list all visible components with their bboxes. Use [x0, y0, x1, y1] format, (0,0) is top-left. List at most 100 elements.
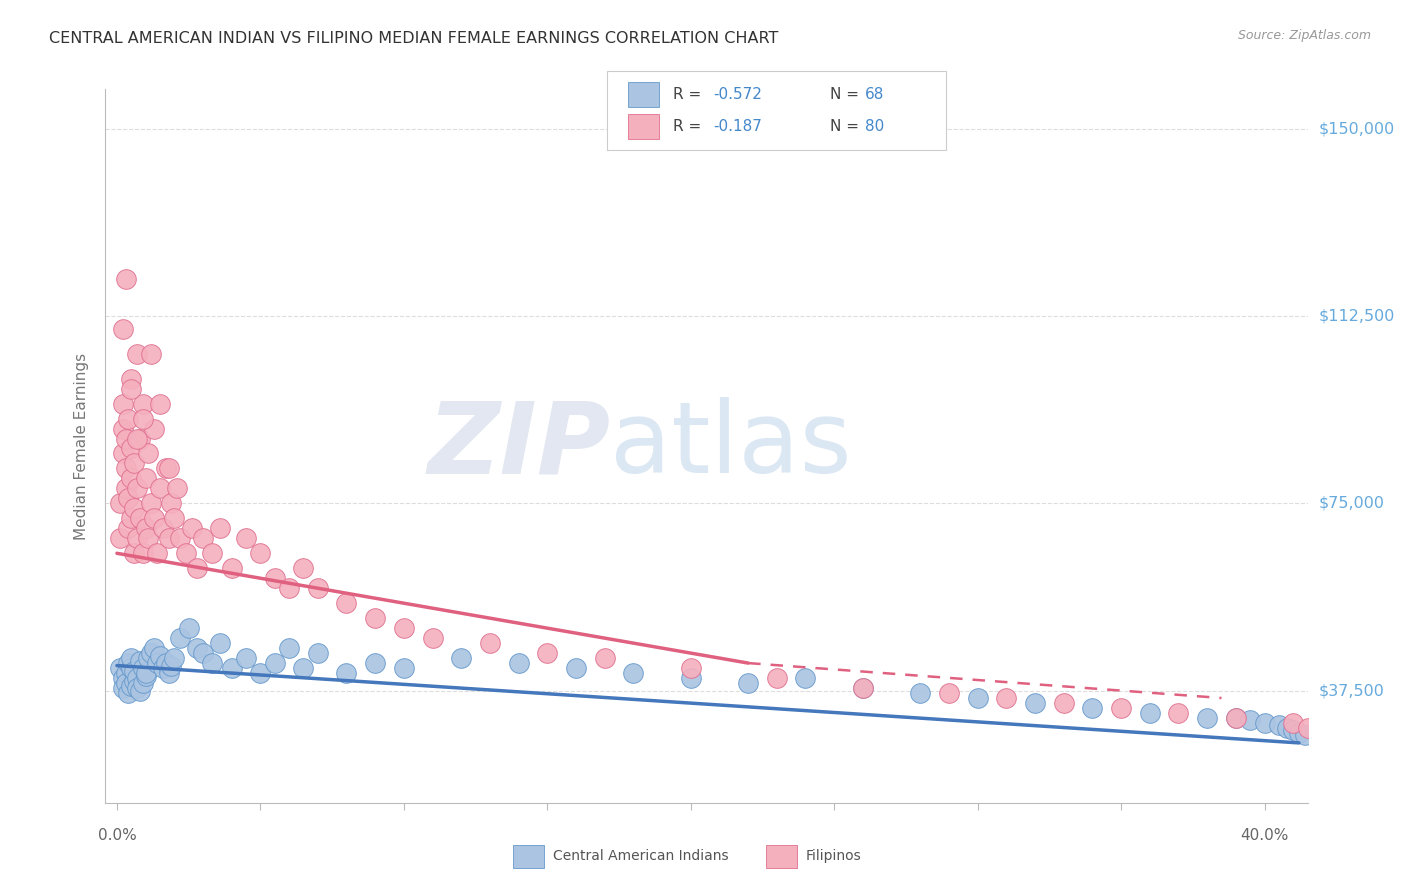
Point [169, 631, 191, 645]
Point [128, 511, 150, 525]
Text: 40.0%: 40.0% [1240, 828, 1289, 843]
Point [120, 511, 142, 525]
Point [157, 531, 180, 545]
Point [263, 571, 285, 585]
Point [422, 631, 444, 645]
Point [128, 432, 150, 446]
Point [263, 656, 285, 670]
Point [120, 661, 142, 675]
Point [120, 679, 142, 693]
Point [169, 531, 191, 545]
Point [186, 641, 208, 656]
Text: Central American Indians: Central American Indians [553, 849, 728, 863]
Point [249, 666, 271, 681]
Point [114, 676, 136, 690]
Point [125, 681, 148, 695]
Point [141, 646, 163, 660]
Point [135, 471, 157, 485]
Point [149, 396, 172, 410]
Text: Source: ZipAtlas.com: Source: ZipAtlas.com [1237, 29, 1371, 42]
Point [128, 683, 150, 698]
Point [1024, 696, 1046, 710]
Point [1294, 728, 1316, 742]
Point [163, 511, 186, 525]
Point [157, 461, 180, 475]
Point [335, 596, 357, 610]
Point [125, 347, 148, 361]
Point [186, 561, 208, 575]
Point [111, 322, 134, 336]
Text: -0.572: -0.572 [713, 87, 762, 102]
Point [966, 691, 988, 706]
Point [249, 546, 271, 560]
Point [1225, 711, 1247, 725]
Point [132, 411, 155, 425]
Point [155, 656, 177, 670]
Point [679, 671, 702, 685]
Point [852, 681, 875, 695]
Point [117, 411, 139, 425]
Point [125, 531, 148, 545]
Point [114, 432, 136, 446]
Point [122, 457, 145, 471]
Text: R =: R = [673, 120, 707, 134]
Point [117, 521, 139, 535]
Point [152, 521, 174, 535]
Point [146, 656, 169, 670]
Point [1081, 701, 1104, 715]
Point [125, 432, 148, 446]
Point [307, 646, 329, 660]
Point [1109, 701, 1132, 715]
Point [117, 491, 139, 506]
Point [152, 661, 174, 675]
Point [149, 482, 172, 496]
Point [209, 636, 232, 650]
Text: $75,000: $75,000 [1319, 496, 1385, 511]
Point [364, 611, 387, 625]
Point [392, 621, 415, 635]
Point [1239, 714, 1261, 728]
Point [292, 661, 315, 675]
Text: 0.0%: 0.0% [97, 828, 136, 843]
Point [679, 661, 702, 675]
Point [143, 641, 166, 656]
Point [125, 482, 148, 496]
Point [364, 656, 387, 670]
Point [108, 661, 131, 675]
Text: $37,500: $37,500 [1319, 683, 1385, 698]
Point [108, 496, 131, 510]
Point [122, 501, 145, 516]
Point [135, 668, 157, 682]
Point [508, 656, 530, 670]
Point [335, 666, 357, 681]
Point [141, 496, 163, 510]
Point [221, 561, 243, 575]
Point [141, 347, 163, 361]
Point [160, 658, 183, 673]
Point [307, 581, 329, 595]
Point [114, 482, 136, 496]
Point [235, 531, 257, 545]
Point [292, 561, 315, 575]
Point [1225, 711, 1247, 725]
Point [132, 661, 155, 675]
Point [160, 496, 183, 510]
Text: $112,500: $112,500 [1319, 309, 1395, 324]
Point [221, 661, 243, 675]
Text: 80: 80 [865, 120, 884, 134]
Point [235, 651, 257, 665]
Point [143, 511, 166, 525]
Text: 68: 68 [865, 87, 884, 102]
Point [278, 581, 301, 595]
Point [120, 471, 142, 485]
Point [120, 371, 142, 385]
Point [180, 521, 202, 535]
Point [565, 661, 588, 675]
Point [146, 546, 169, 560]
Point [163, 651, 186, 665]
Point [132, 546, 155, 560]
Text: atlas: atlas [610, 398, 852, 494]
Point [1167, 706, 1189, 720]
Text: -0.187: -0.187 [713, 120, 762, 134]
Point [278, 641, 301, 656]
